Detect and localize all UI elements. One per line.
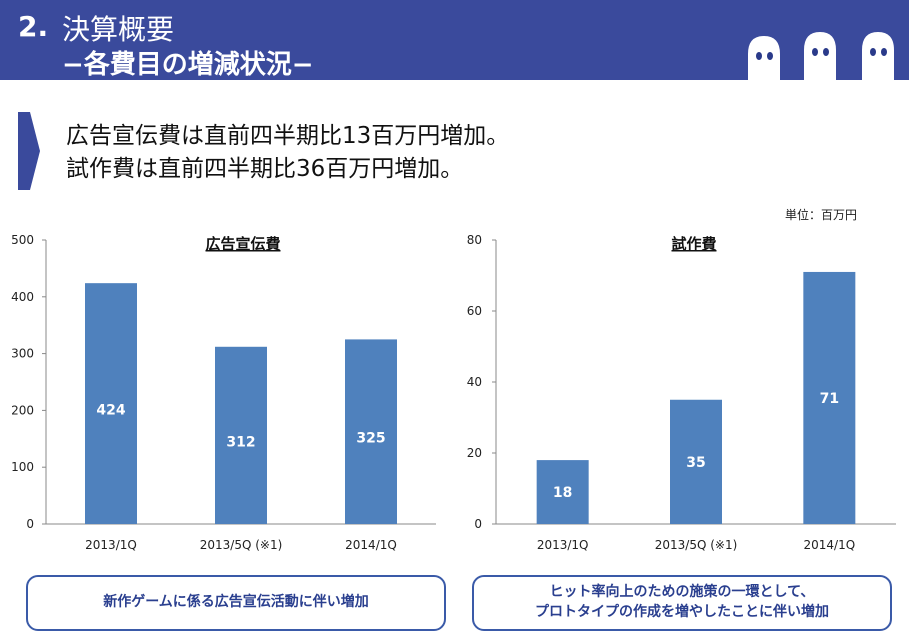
bar-data-label: 325 (356, 431, 385, 447)
note-prototype-line-1: ヒット率向上のための施策の一環として、 (549, 584, 815, 601)
chart-advertising: 広告宣伝費 0 100 200 300 400 500 424 2013/1Q 312 2013/5… (11, 233, 436, 552)
bar-data-label: 35 (686, 455, 705, 471)
bar-data-label: 312 (226, 434, 255, 450)
note-advertising-text: 新作ゲームに係る広告宣伝活動に伴い増加 (103, 594, 369, 611)
accent-chevron-icon (18, 112, 40, 190)
lead-line-2: 試作費は直前四半期比36百万円増加。 (66, 156, 464, 182)
x-tick-label: 2013/5Q (※1) (655, 538, 738, 552)
chart-title: 試作費 (671, 235, 716, 253)
y-tick-label: 80 (467, 233, 482, 247)
chart-prototype: 試作費 0 20 40 60 80 18 2013/1Q 35 2013/5Q (※1) 71 201… (467, 233, 896, 552)
y-tick-label: 200 (11, 403, 34, 417)
y-tick-label: 60 (467, 304, 482, 318)
bar-data-label: 18 (553, 485, 572, 501)
bar-data-label: 424 (96, 403, 125, 419)
y-tick-label: 400 (11, 290, 34, 304)
note-prototype-line-2: プロトタイプの作成を増やしたことに伴い増加 (535, 604, 829, 620)
x-tick-label: 2013/1Q (537, 538, 589, 552)
bar (85, 283, 137, 524)
note-advertising: 新作ゲームに係る広告宣伝活動に伴い増加 (26, 575, 446, 631)
header-bar: 2. 決算概要 −各費目の増減状況− (0, 0, 909, 86)
chart-title: 広告宣伝費 (205, 235, 280, 253)
bar (536, 460, 589, 524)
note-prototype: ヒット率向上のための施策の一環として、 プロトタイプの作成を増やしたことに伴い増… (472, 575, 892, 631)
x-tick-label: 2014/1Q (345, 538, 397, 552)
y-tick-label: 100 (11, 460, 34, 474)
page-title: 決算概要 (62, 13, 175, 46)
section-number: 2. (18, 10, 49, 43)
y-tick-label: 500 (11, 233, 34, 247)
x-tick-label: 2013/5Q (※1) (200, 538, 283, 552)
mascot-ghosts-icon (748, 32, 894, 86)
bar-data-label: 71 (820, 391, 839, 407)
y-tick-label: 0 (474, 517, 482, 531)
bar (803, 271, 856, 524)
bar (670, 399, 722, 524)
unit-label: 単位：百万円 (784, 208, 857, 222)
x-tick-label: 2014/1Q (803, 538, 855, 552)
y-tick-label: 300 (11, 347, 34, 361)
y-tick-label: 20 (467, 446, 482, 460)
y-tick-label: 40 (467, 375, 482, 389)
lead-line-1: 広告宣伝費は直前四半期比13百万円増加。 (66, 123, 510, 149)
bar (215, 346, 267, 524)
y-tick-label: 0 (26, 517, 34, 531)
page-subtitle: −各費目の増減状況− (62, 50, 314, 80)
x-tick-label: 2013/1Q (85, 538, 137, 552)
bar (345, 339, 397, 524)
